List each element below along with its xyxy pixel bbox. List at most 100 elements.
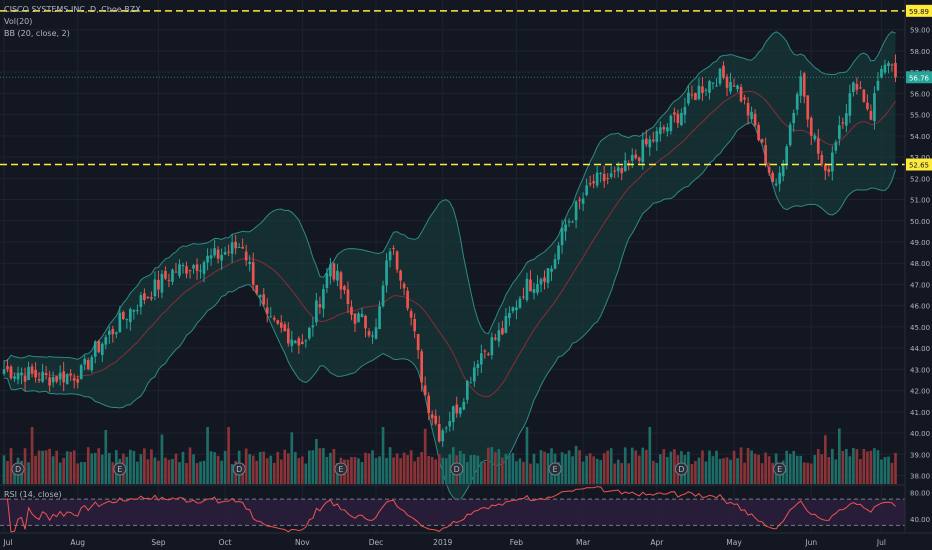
candle xyxy=(339,270,343,300)
candle-body xyxy=(318,304,322,308)
candle-body xyxy=(859,87,862,89)
candle-body xyxy=(399,270,402,281)
candle xyxy=(332,262,336,282)
candle xyxy=(813,132,817,142)
volume-bar xyxy=(571,456,574,484)
candle-body xyxy=(293,340,297,344)
volume-bar xyxy=(83,462,87,484)
volume-bar xyxy=(188,447,192,484)
candle-body xyxy=(413,318,416,332)
candle-body xyxy=(718,68,722,84)
candle-body xyxy=(595,172,599,186)
candlesticks xyxy=(2,54,897,447)
candle-body xyxy=(192,265,195,269)
candle xyxy=(311,317,315,337)
candle xyxy=(771,170,774,183)
candle-body xyxy=(778,172,782,184)
candle-body xyxy=(687,92,690,104)
candle xyxy=(711,82,715,90)
volume-bar xyxy=(855,449,859,484)
candle xyxy=(834,139,838,154)
volume-bar xyxy=(364,452,367,484)
candle xyxy=(859,81,862,90)
volume-bars xyxy=(2,427,897,484)
candle-body xyxy=(65,374,69,384)
volume-bar xyxy=(69,451,73,484)
candle xyxy=(574,200,578,229)
time-tick-label: Dec xyxy=(369,538,384,547)
volume-bar xyxy=(420,452,424,484)
volume-bar xyxy=(894,452,897,484)
candle xyxy=(48,370,51,392)
candle-body xyxy=(388,251,392,261)
volume-bar xyxy=(753,453,757,484)
volume-bar xyxy=(48,448,51,484)
candle xyxy=(764,137,767,168)
volume-bar xyxy=(623,447,627,484)
volume-bar xyxy=(93,452,97,484)
volume-bar xyxy=(620,463,624,484)
candle-body xyxy=(300,341,304,344)
candle xyxy=(392,245,395,256)
candle-body xyxy=(704,89,708,91)
candle-body xyxy=(522,296,525,298)
event-marker-label: E xyxy=(338,465,343,474)
volume-bar xyxy=(255,460,259,484)
candle-body xyxy=(153,279,157,297)
candle-body xyxy=(497,330,501,342)
candle xyxy=(774,178,778,187)
candle-body xyxy=(160,273,164,293)
candle xyxy=(258,294,262,307)
candle xyxy=(746,97,750,125)
volume-bar xyxy=(715,450,718,484)
volume-bar xyxy=(732,450,736,484)
volume-bar xyxy=(395,453,399,484)
candle xyxy=(381,280,385,308)
candle-body xyxy=(6,366,9,369)
volume-bar xyxy=(41,450,44,484)
candle-body xyxy=(508,312,511,319)
candle-body xyxy=(107,330,111,335)
candle xyxy=(121,310,125,321)
candle-body xyxy=(802,73,806,97)
candle xyxy=(206,248,209,271)
band-fill xyxy=(4,31,896,501)
volume-bar xyxy=(276,451,280,484)
volume-bar xyxy=(206,427,209,484)
volume-bar xyxy=(862,448,866,484)
candle xyxy=(125,318,129,329)
candle-body xyxy=(322,288,325,309)
volume-bar xyxy=(560,452,564,484)
candle-body xyxy=(788,124,792,146)
candle xyxy=(553,253,557,270)
volume-bar xyxy=(318,448,322,484)
volume-bar xyxy=(651,460,655,484)
candle-body xyxy=(630,155,634,161)
candle-body xyxy=(325,273,329,289)
candle xyxy=(687,85,690,106)
candle-body xyxy=(304,340,308,342)
candle xyxy=(887,60,890,74)
volume-bar xyxy=(546,453,550,484)
candle-body xyxy=(441,430,445,442)
candle-body xyxy=(894,62,897,78)
candle-body xyxy=(76,379,80,383)
volume-bar xyxy=(469,455,473,484)
volume-bar xyxy=(430,456,434,484)
candle xyxy=(578,196,581,210)
volume-bar xyxy=(704,461,708,484)
candle xyxy=(869,104,873,121)
candle-body xyxy=(178,264,181,276)
candle-body xyxy=(402,283,406,289)
candle-body xyxy=(86,360,90,370)
candle-body xyxy=(511,307,515,312)
candle xyxy=(837,115,841,146)
candle-body xyxy=(472,367,476,382)
volume-bar xyxy=(434,459,438,484)
candle-body xyxy=(20,372,23,376)
volume-bar xyxy=(311,450,315,484)
candle xyxy=(792,109,796,132)
candle-body xyxy=(504,315,508,333)
candle-body xyxy=(406,290,409,309)
